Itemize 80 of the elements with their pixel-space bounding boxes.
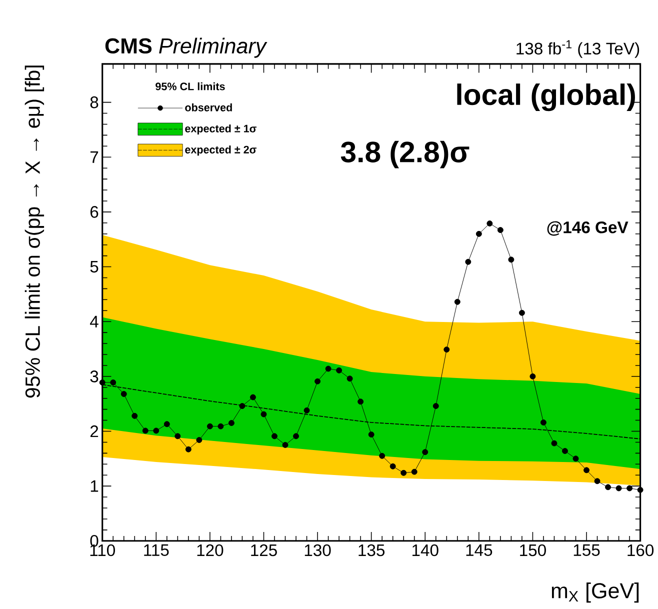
y-tick-label: 3 — [90, 370, 98, 382]
legend-label: expected ± 2σ — [185, 146, 256, 156]
point — [444, 346, 450, 353]
annotation: 3.8 (2.8)σ — [340, 140, 470, 168]
annotation: local (global) — [457, 84, 635, 112]
point — [325, 366, 332, 372]
y-tick-label: 5 — [90, 261, 98, 273]
point — [99, 380, 106, 386]
point — [346, 376, 353, 382]
point — [206, 423, 213, 430]
point — [637, 487, 644, 494]
x-tick-label: 125 — [251, 544, 277, 556]
point — [594, 478, 600, 484]
point — [465, 258, 472, 265]
point — [454, 298, 460, 305]
point — [572, 456, 579, 462]
point — [400, 470, 407, 476]
point — [304, 408, 310, 414]
point — [411, 468, 418, 475]
x-tick-label: 140 — [412, 544, 438, 556]
point — [626, 485, 633, 492]
point — [120, 391, 127, 398]
point — [282, 442, 288, 448]
point — [132, 413, 138, 420]
chart-subtitle: 138 fb$^{-1}$ (13 TeV) — [516, 40, 640, 58]
point — [196, 437, 202, 444]
y-tick-label: 4 — [90, 316, 98, 328]
y-axis-title: 95% CL limit on σ(pp → X → eμ) [fb] — [24, 66, 44, 398]
point — [368, 432, 374, 438]
annotation: @146 GeV — [547, 221, 628, 236]
y-tick-label: 6 — [90, 206, 98, 218]
point — [476, 231, 482, 237]
x-tick-label: 155 — [574, 544, 600, 556]
point — [432, 403, 439, 410]
point — [497, 227, 504, 234]
legend-label: expected ± 1σ — [185, 124, 256, 135]
point — [530, 374, 536, 380]
legend-title: 95% CL limits — [156, 82, 225, 90]
x-tick-label: 135 — [358, 544, 385, 556]
point — [218, 423, 224, 430]
y-tick-label: 2 — [90, 426, 98, 438]
point — [540, 420, 546, 426]
point — [293, 433, 300, 440]
point — [358, 398, 364, 405]
point — [336, 368, 342, 374]
point — [164, 421, 170, 428]
x-tick-label: 115 — [144, 544, 169, 556]
point — [616, 485, 622, 492]
point — [314, 378, 321, 384]
point — [518, 310, 525, 316]
x-tick-label: 160 — [628, 544, 654, 556]
point — [250, 394, 256, 400]
legend-label: observed — [185, 104, 232, 112]
point — [390, 463, 396, 470]
x-axis-title: m$_{X}$ [GeV] — [552, 582, 639, 603]
point — [110, 380, 116, 386]
point — [228, 420, 234, 426]
point — [605, 484, 612, 490]
point — [153, 428, 160, 434]
point — [142, 428, 148, 434]
x-tick-label: 150 — [520, 544, 546, 556]
point — [508, 256, 514, 263]
y-tick-label: 7 — [90, 152, 98, 163]
x-tick-label: 130 — [304, 544, 331, 556]
point — [174, 433, 181, 440]
point — [239, 403, 246, 410]
point — [562, 448, 568, 454]
point — [260, 411, 267, 418]
x-tick-label: 120 — [197, 544, 224, 556]
point — [185, 446, 192, 452]
point — [551, 440, 558, 446]
point — [422, 449, 428, 456]
y-tick-label: 8 — [90, 96, 98, 108]
x-tick-label: 145 — [466, 544, 492, 556]
point — [272, 433, 278, 440]
point — [379, 453, 386, 460]
point — [584, 467, 590, 474]
point — [486, 220, 493, 227]
chart-title: CMS Preliminary — [105, 38, 268, 58]
y-tick-label: 1 — [90, 480, 98, 492]
